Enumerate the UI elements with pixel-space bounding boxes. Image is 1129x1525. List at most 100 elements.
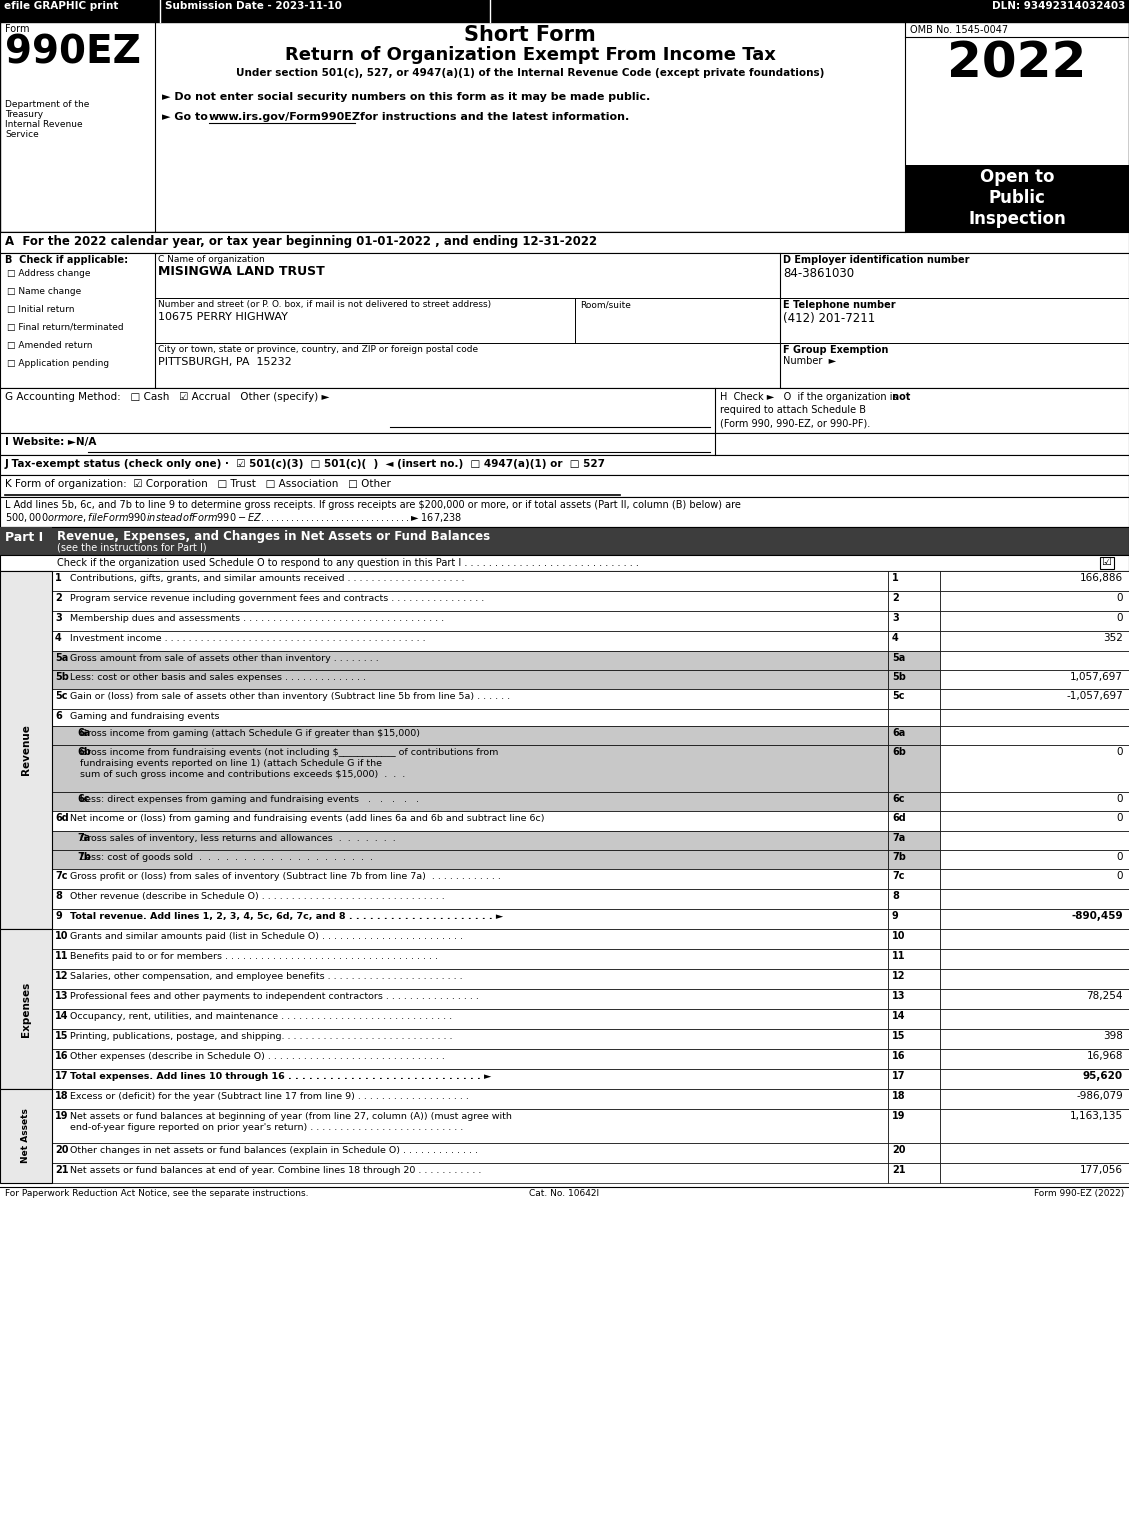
Bar: [889, 990, 940, 1010]
Bar: [889, 612, 940, 631]
Bar: [52, 709, 889, 726]
Bar: [889, 1109, 940, 1144]
Text: 17: 17: [55, 1071, 69, 1081]
Text: Contributions, gifts, grants, and similar amounts received . . . . . . . . . . .: Contributions, gifts, grants, and simila…: [70, 573, 464, 583]
Text: 166,886: 166,886: [1079, 573, 1123, 583]
Text: for instructions and the latest information.: for instructions and the latest informat…: [356, 111, 629, 122]
Text: 12: 12: [892, 971, 905, 981]
Bar: [889, 631, 940, 651]
Bar: [889, 889, 940, 909]
Text: Net assets or fund balances at end of year. Combine lines 18 through 20 . . . . : Net assets or fund balances at end of ye…: [70, 1167, 481, 1174]
Text: 0: 0: [1117, 795, 1123, 804]
Bar: [0, 528, 1129, 555]
Bar: [0, 528, 52, 555]
Text: 18: 18: [892, 1090, 905, 1101]
Text: 6: 6: [55, 711, 62, 721]
Text: 18: 18: [55, 1090, 69, 1101]
Text: Gain or (loss) from sale of assets other than inventory (Subtract line 5b from l: Gain or (loss) from sale of assets other…: [70, 692, 510, 702]
Text: 14: 14: [55, 1011, 69, 1022]
Bar: [889, 651, 940, 669]
Text: ► Go to: ► Go to: [161, 111, 212, 122]
Bar: [940, 689, 1129, 709]
Text: 20: 20: [55, 1145, 69, 1154]
Text: Gross income from fundraising events (not including $____________ of contributio: Gross income from fundraising events (no…: [80, 747, 498, 756]
Bar: [52, 1164, 889, 1183]
Text: Gross income from gaming (attach Schedule G if greater than $15,000): Gross income from gaming (attach Schedul…: [80, 729, 420, 738]
Bar: [52, 990, 889, 1010]
Bar: [0, 929, 52, 1089]
Text: For Paperwork Reduction Act Notice, see the separate instructions.: For Paperwork Reduction Act Notice, see …: [5, 1190, 308, 1199]
Text: Cat. No. 10642I: Cat. No. 10642I: [530, 1190, 599, 1199]
Bar: [889, 968, 940, 990]
Text: 11: 11: [892, 952, 905, 961]
Bar: [940, 869, 1129, 889]
Text: 7a: 7a: [77, 833, 90, 843]
Bar: [940, 791, 1129, 811]
Text: 6a: 6a: [77, 727, 90, 738]
Bar: [889, 909, 940, 929]
Bar: [52, 949, 889, 968]
Text: Other expenses (describe in Schedule O) . . . . . . . . . . . . . . . . . . . . : Other expenses (describe in Schedule O) …: [70, 1052, 445, 1061]
Text: 5b: 5b: [892, 673, 905, 682]
Text: 5a: 5a: [55, 653, 68, 663]
Bar: [52, 889, 889, 909]
Bar: [52, 1010, 889, 1029]
Text: D Employer identification number: D Employer identification number: [784, 255, 970, 265]
Text: Benefits paid to or for members . . . . . . . . . . . . . . . . . . . . . . . . : Benefits paid to or for members . . . . …: [70, 952, 438, 961]
Bar: [52, 929, 889, 949]
Bar: [889, 791, 940, 811]
Bar: [889, 1029, 940, 1049]
Text: 6d: 6d: [55, 813, 69, 824]
Bar: [940, 570, 1129, 592]
Bar: [940, 1109, 1129, 1144]
Text: (see the instructions for Part I): (see the instructions for Part I): [56, 541, 207, 552]
Bar: [889, 709, 940, 726]
Bar: [52, 592, 889, 612]
Bar: [0, 474, 1129, 497]
Text: 0: 0: [1117, 613, 1123, 624]
Bar: [52, 1029, 889, 1049]
Text: 177,056: 177,056: [1080, 1165, 1123, 1174]
Text: -890,459: -890,459: [1071, 910, 1123, 921]
Bar: [889, 570, 940, 592]
Text: 6c: 6c: [77, 795, 89, 804]
Bar: [889, 592, 940, 612]
Text: Salaries, other compensation, and employee benefits . . . . . . . . . . . . . . : Salaries, other compensation, and employ…: [70, 971, 463, 981]
Bar: [940, 1029, 1129, 1049]
Bar: [940, 1089, 1129, 1109]
Text: Part I: Part I: [5, 531, 43, 544]
Text: L Add lines 5b, 6c, and 7b to line 9 to determine gross receipts. If gross recei: L Add lines 5b, 6c, and 7b to line 9 to …: [5, 500, 741, 509]
Text: Other revenue (describe in Schedule O) . . . . . . . . . . . . . . . . . . . . .: Other revenue (describe in Schedule O) .…: [70, 892, 445, 901]
Text: City or town, state or province, country, and ZIP or foreign postal code: City or town, state or province, country…: [158, 345, 478, 354]
Text: Excess or (deficit) for the year (Subtract line 17 from line 9) . . . . . . . . : Excess or (deficit) for the year (Subtra…: [70, 1092, 469, 1101]
Bar: [940, 651, 1129, 669]
Bar: [940, 746, 1129, 791]
Text: Membership dues and assessments . . . . . . . . . . . . . . . . . . . . . . . . : Membership dues and assessments . . . . …: [70, 615, 444, 624]
Bar: [0, 433, 1129, 454]
Text: 5c: 5c: [55, 691, 68, 702]
Bar: [889, 1144, 940, 1164]
Text: 9: 9: [55, 910, 62, 921]
Text: Less: direct expenses from gaming and fundraising events   .   .   .   .   .: Less: direct expenses from gaming and fu…: [80, 795, 419, 804]
Bar: [52, 689, 889, 709]
Text: Form 990-EZ (2022): Form 990-EZ (2022): [1034, 1190, 1124, 1199]
Bar: [52, 669, 889, 689]
Text: ☑: ☑: [1101, 557, 1111, 567]
Text: 6a: 6a: [892, 727, 905, 738]
Bar: [52, 968, 889, 990]
Bar: [940, 889, 1129, 909]
Bar: [0, 0, 1129, 21]
Text: Gross amount from sale of assets other than inventory . . . . . . . .: Gross amount from sale of assets other t…: [70, 654, 378, 663]
Bar: [889, 669, 940, 689]
Bar: [52, 811, 889, 831]
Text: 7b: 7b: [892, 852, 905, 862]
Text: Check if the organization used Schedule O to respond to any question in this Par: Check if the organization used Schedule …: [56, 558, 639, 567]
Bar: [889, 726, 940, 746]
Bar: [52, 909, 889, 929]
Bar: [889, 929, 940, 949]
Text: 4: 4: [55, 633, 62, 644]
Bar: [0, 570, 52, 929]
Text: 0: 0: [1117, 871, 1123, 881]
Bar: [940, 669, 1129, 689]
Text: 2022: 2022: [947, 40, 1087, 87]
